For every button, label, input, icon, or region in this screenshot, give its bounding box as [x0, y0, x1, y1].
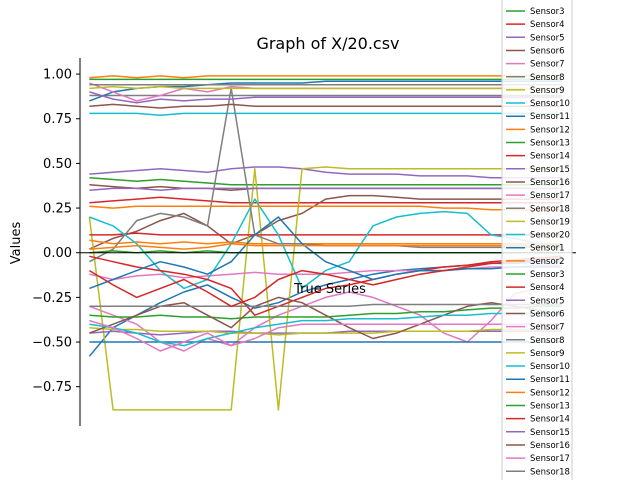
series-line-sensor4 — [89, 196, 562, 204]
series-line-sensor11 — [89, 216, 562, 290]
legend-label: Sensor5 — [530, 296, 565, 306]
legend-label: Sensor12 — [530, 388, 570, 398]
series-line-sensor7 — [89, 287, 562, 352]
series-line-sensor12 — [89, 239, 562, 245]
legend-label: Sensor16 — [530, 441, 570, 451]
y-tick-label: 0.00 — [43, 246, 72, 261]
series-line-sensor4 — [89, 255, 562, 316]
series-line-sensor19 — [89, 326, 562, 336]
series-line-sensor5 — [89, 166, 562, 179]
y-tick-label: 0.50 — [43, 157, 72, 172]
legend: Sensor3 Sensor4 Sensor5 Sensor6 Sensor7 Senso… — [501, 0, 573, 480]
legend-label: Sensor15 — [530, 428, 570, 438]
legend-label: Sensor13 — [530, 402, 570, 412]
legend-label: Sensor20 — [530, 231, 570, 241]
legend-items: Sensor3 Sensor4 Sensor5 Sensor6 Sensor7 Senso… — [506, 7, 570, 477]
legend-label: Sensor16 — [530, 178, 570, 188]
series-line-sensor10 — [89, 112, 562, 116]
legend-label: Sensor15 — [530, 165, 570, 175]
legend-label: Sensor14 — [530, 152, 570, 162]
legend-label: Sensor4 — [530, 20, 565, 30]
legend-label: Sensor17 — [530, 454, 570, 464]
legend-label: Sensor4 — [530, 283, 565, 293]
series-line-sensor6 — [89, 194, 562, 250]
legend-label: Sensor9 — [530, 349, 565, 359]
legend-label: Sensor7 — [530, 323, 565, 333]
axes — [79, 58, 576, 426]
overlay-label: True Series — [293, 282, 366, 297]
legend-label: Sensor1 — [530, 244, 565, 254]
legend-label: Sensor7 — [530, 60, 565, 70]
series-line-sensor14 — [89, 232, 562, 236]
chart-title: Graph of X/20.csv — [256, 34, 399, 53]
series-line-sensor15 — [89, 91, 562, 104]
legend-label: Sensor3 — [530, 270, 565, 280]
y-tick-label: 0.75 — [43, 112, 72, 127]
series-line-sensor16 — [89, 103, 562, 109]
y-tick-label: −0.25 — [32, 291, 72, 306]
legend-label: Sensor8 — [530, 73, 565, 83]
y-tick-label: −0.50 — [32, 336, 72, 351]
series-line-sensor13 — [89, 305, 562, 320]
series-line-sensor2 — [89, 75, 562, 79]
series-line-sensor17 — [89, 319, 562, 352]
legend-label: Sensor11 — [530, 112, 570, 122]
y-axis-label: Values — [9, 222, 24, 265]
series-line-sensor9 — [88, 166, 562, 411]
legend-label: Sensor10 — [530, 362, 570, 372]
legend-label: Sensor18 — [530, 467, 570, 477]
y-tick-label: 1.00 — [43, 68, 72, 83]
legend-label: Sensor13 — [530, 139, 570, 149]
series-line-sensor5 — [89, 187, 562, 191]
legend-label: Sensor6 — [530, 309, 565, 319]
series-line-sensor20 — [89, 198, 562, 290]
legend-label: Sensor19 — [530, 217, 570, 227]
y-tick-label: −0.75 — [32, 380, 72, 395]
legend-label: Sensor9 — [530, 86, 565, 96]
series-line-sensor12 — [89, 243, 562, 250]
legend-label: Sensor11 — [530, 375, 570, 385]
legend-label: Sensor14 — [530, 415, 570, 425]
legend-label: Sensor3 — [530, 7, 565, 17]
legend-label: Sensor2 — [530, 257, 565, 267]
y-ticks: 1.00 0.75 0.50 0.25 0.00 −0.25 −0.50 −0.75 — [32, 68, 80, 395]
series-line-sensor3 — [89, 176, 562, 186]
series-line-sensor10 — [89, 312, 562, 347]
legend-label: Sensor6 — [530, 46, 565, 56]
legend-label: Sensor10 — [530, 99, 570, 109]
series-line-sensor9 — [89, 85, 562, 90]
legend-label: Sensor5 — [530, 33, 565, 43]
legend-label: Sensor18 — [530, 204, 570, 214]
legend-label: Sensor8 — [530, 336, 565, 346]
series-line-sensor2 — [89, 205, 562, 211]
y-tick-label: 0.25 — [43, 202, 72, 217]
legend-label: Sensor17 — [530, 191, 570, 201]
series-line-sensor8 — [89, 303, 562, 308]
series-lines — [88, 75, 562, 411]
legend-frame — [501, 0, 573, 480]
series-line-sensor14 — [89, 257, 562, 308]
legend-label: Sensor12 — [530, 125, 570, 135]
